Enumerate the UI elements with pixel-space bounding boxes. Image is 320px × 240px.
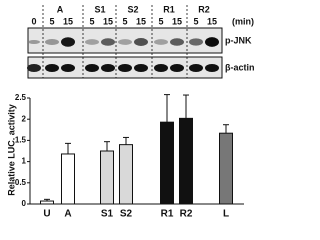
y-tick-label: 0.5 xyxy=(15,178,27,187)
band xyxy=(27,64,41,72)
time-label: 15 xyxy=(172,16,182,26)
band xyxy=(118,64,132,72)
y-tick-label: 2 xyxy=(22,114,27,123)
band xyxy=(85,39,99,45)
y-axis-label: Relative LUC. activity xyxy=(6,104,16,196)
band xyxy=(170,64,184,72)
group-label: S1 xyxy=(94,4,105,14)
x-tick-label: S1 xyxy=(101,209,114,220)
row-label: β-actin xyxy=(225,62,255,72)
bar xyxy=(219,132,233,205)
x-tick-label: A xyxy=(64,209,71,220)
bar xyxy=(179,117,193,205)
row-label: p-JNK xyxy=(225,35,252,45)
bar xyxy=(160,121,174,205)
band xyxy=(134,38,148,46)
unit-label: (min) xyxy=(232,16,254,26)
time-label: 5 xyxy=(89,16,94,26)
band xyxy=(205,37,219,47)
time-label: 15 xyxy=(63,16,73,26)
time-label: 5 xyxy=(49,16,54,26)
bar xyxy=(119,144,133,205)
band xyxy=(170,38,184,46)
x-tick-label: L xyxy=(223,209,229,220)
band xyxy=(154,64,168,72)
band xyxy=(45,64,59,72)
x-tick-label: R2 xyxy=(180,209,193,220)
time-label: 15 xyxy=(207,16,217,26)
band xyxy=(45,38,59,46)
figure: (min) p-JNK β-actin 0 Relative LUC. acti… xyxy=(6,4,255,220)
group-label: R2 xyxy=(198,4,210,14)
band xyxy=(118,39,132,45)
x-tick-label: U xyxy=(43,209,50,220)
band xyxy=(85,64,99,72)
band xyxy=(205,64,219,72)
time-label: 15 xyxy=(103,16,113,26)
band xyxy=(134,64,148,72)
y-tick-label: 0 xyxy=(22,199,27,208)
y-tick-label: 1 xyxy=(22,157,27,166)
band xyxy=(189,38,203,46)
band xyxy=(61,64,75,72)
band xyxy=(154,39,168,45)
x-tick-label: S2 xyxy=(120,209,133,220)
band xyxy=(28,40,40,44)
time-label: 5 xyxy=(158,16,163,26)
time-label: 5 xyxy=(122,16,127,26)
time-label: 15 xyxy=(136,16,146,26)
band xyxy=(101,64,115,72)
band xyxy=(189,64,203,72)
group-label: A xyxy=(57,4,64,14)
bar xyxy=(100,150,114,205)
band xyxy=(101,38,115,46)
y-tick-label: 1.5 xyxy=(15,136,27,145)
bar xyxy=(40,200,54,205)
control-time: 0 xyxy=(31,16,36,26)
group-label: R1 xyxy=(163,4,175,14)
y-tick-label: 2.5 xyxy=(15,93,27,102)
time-label: 5 xyxy=(193,16,198,26)
band xyxy=(61,37,75,47)
group-label: S2 xyxy=(127,4,138,14)
x-tick-label: R1 xyxy=(161,209,174,220)
bar xyxy=(61,153,75,205)
